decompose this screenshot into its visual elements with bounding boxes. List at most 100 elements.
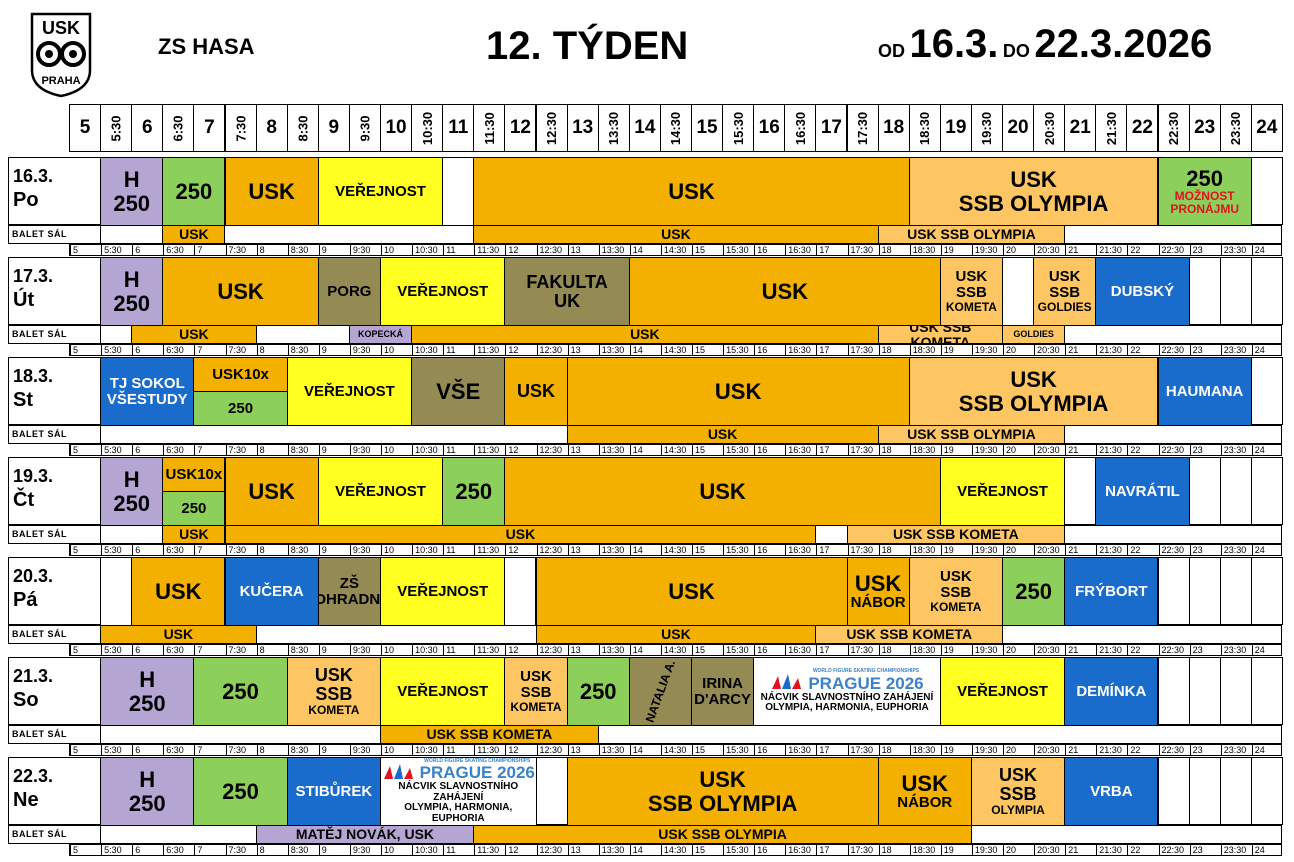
ice-time-block: VŠE	[411, 357, 506, 426]
time-tick-label: 23:30	[1220, 745, 1252, 755]
prague-logo-text: WORLD FIGURE SKATING CHAMPIONSHIPS PRAGUE…	[808, 669, 923, 692]
time-tick-label: 10	[381, 845, 412, 855]
time-tick-label: 19:30	[971, 245, 1003, 255]
event-text-line: USK	[901, 771, 948, 797]
time-tick-label: 9:30	[349, 745, 381, 755]
time-tick-label: 6:30	[163, 245, 194, 255]
event-text-line: KOMETA	[930, 599, 982, 614]
time-tick-label: 6	[132, 745, 163, 755]
ballet-event-label: USK SSB OLYMPIA	[907, 226, 1036, 243]
time-tick-label: 19	[940, 345, 972, 355]
time-tick-label: 20:30	[1034, 545, 1065, 555]
event-text-line: KOMETA	[308, 703, 360, 718]
ice-time-block: USK	[131, 557, 226, 626]
empty-slot	[535, 757, 568, 825]
ice-time-block: USK	[224, 157, 319, 226]
time-tick-label: 10	[381, 445, 412, 455]
event-text-line: SSB	[1049, 284, 1081, 302]
event-text-line: SSB OLYMPIA	[958, 390, 1109, 416]
to-label: DO	[1002, 41, 1030, 61]
time-tick-label: 22	[1127, 545, 1158, 555]
hour-header-cell: 7	[193, 104, 226, 152]
time-tick-label: 22	[1127, 845, 1158, 855]
time-tick-label: 23:30	[1220, 445, 1252, 455]
time-tick-label: 10	[381, 345, 412, 355]
event-text-line: USK	[955, 268, 988, 286]
time-tick-label: 13	[567, 745, 599, 755]
ballet-time-block: USK	[131, 325, 257, 344]
time-tick-label: 22:30	[1158, 445, 1190, 455]
ballet-event-label: USK SSB OLYMPIA	[658, 826, 787, 843]
time-tick-label: 13:30	[598, 745, 630, 755]
event-text-line: SSB	[955, 284, 987, 302]
time-tick-label: 14:30	[660, 445, 692, 455]
time-tick-label: 22	[1127, 645, 1158, 655]
time-tick-label: 7	[194, 745, 225, 755]
event-text-line: 250	[128, 690, 166, 716]
hour-header-cell: 17:30	[846, 104, 879, 152]
time-tick-label: 16:30	[785, 345, 816, 355]
ice-time-block: USK	[566, 357, 910, 426]
time-scale-row: 5 5:30 6 6:30 7 7:30 8 8:30 9 9:30 10 10:30 11 11:30 1…	[69, 644, 1282, 656]
time-tick-label: 21:30	[1096, 645, 1127, 655]
hour-header-label: 16:30	[792, 111, 808, 145]
hour-header-label: 8:30	[295, 114, 311, 142]
ballet-time-block: MATĚJ NOVÁK, USK	[255, 825, 475, 844]
event-text-line: VEŘEJNOST	[397, 282, 489, 300]
time-tick-label: 5:30	[101, 645, 132, 655]
hour-header-label: 15	[696, 117, 718, 138]
hour-header-label: 20:30	[1041, 111, 1057, 145]
event-text-line: USK	[699, 767, 746, 793]
ice-time-block	[100, 557, 133, 626]
empty-slot	[1250, 457, 1283, 525]
time-tick-label: 19	[940, 845, 972, 855]
time-tick-label: 11:30	[474, 745, 505, 755]
event-text-line: SSB	[999, 784, 1037, 805]
time-tick-label: 22	[1127, 245, 1158, 255]
time-tick-label: 8:30	[287, 545, 319, 555]
event-text-line: SSB	[315, 684, 353, 705]
time-tick-label: 9:30	[349, 345, 381, 355]
hour-header-label: 21:30	[1103, 111, 1119, 145]
time-tick-label: 23:30	[1220, 345, 1252, 355]
hour-header-label: 11	[448, 117, 469, 138]
ice-time-block: 250	[193, 391, 288, 426]
time-tick-label: 18:30	[909, 545, 941, 555]
from-date: 16.3.	[909, 22, 999, 66]
ballet-event-label: USK SSB KOMETA	[892, 526, 1019, 543]
time-tick-label: 5	[70, 645, 101, 655]
ballet-hall-label: BALET SÁL	[8, 825, 101, 844]
time-tick-label: 13:30	[598, 545, 630, 555]
empty-slot	[1250, 657, 1283, 725]
hour-header-cell: 16:30	[784, 104, 817, 152]
event-text-line: FAKULTA	[526, 271, 608, 292]
ballet-time-block: USK SSB KOMETA	[877, 325, 1003, 344]
empty-slot	[1219, 757, 1252, 825]
event-text-line: H	[123, 467, 140, 493]
event-text-line: 250	[455, 478, 493, 504]
week-title: 12. TÝDEN	[486, 24, 689, 68]
event-text-line: TJ SOKOL	[109, 374, 185, 392]
empty-slot	[1188, 457, 1221, 525]
page-header: USK PRAHA ZS HASA 12. TÝDEN OD 16.3. DO …	[0, 0, 1294, 100]
time-tick-label: 22:30	[1158, 645, 1190, 655]
ballet-time-block: KOPECKÁ	[348, 325, 413, 344]
ice-time-block: USK	[224, 457, 319, 526]
ice-time-block: USK SSB OLYMPIA	[970, 757, 1066, 826]
hour-header-cell: 18:30	[908, 104, 941, 152]
ballet-event-label: USK	[661, 626, 691, 643]
event-text-line: DEMÍNKA	[1076, 682, 1147, 700]
time-tick-label: 18	[878, 845, 910, 855]
hour-header-cell: 12:30	[535, 104, 568, 152]
time-tick-label: 5:30	[101, 445, 132, 455]
time-tick-label: 20	[1003, 645, 1034, 655]
time-tick-label: 16:30	[785, 845, 816, 855]
hour-header-label: 8	[266, 117, 277, 138]
time-tick-label: 20:30	[1034, 445, 1065, 455]
hour-header-label: 16	[758, 117, 780, 138]
time-tick-label: 16	[754, 445, 785, 455]
ballet-event-label: USK SSB OLYMPIA	[907, 426, 1036, 443]
day-label: 18.3. St	[8, 357, 101, 425]
ice-time-block: 250	[162, 491, 226, 526]
event-text-line: VEŘEJNOST	[335, 182, 426, 200]
